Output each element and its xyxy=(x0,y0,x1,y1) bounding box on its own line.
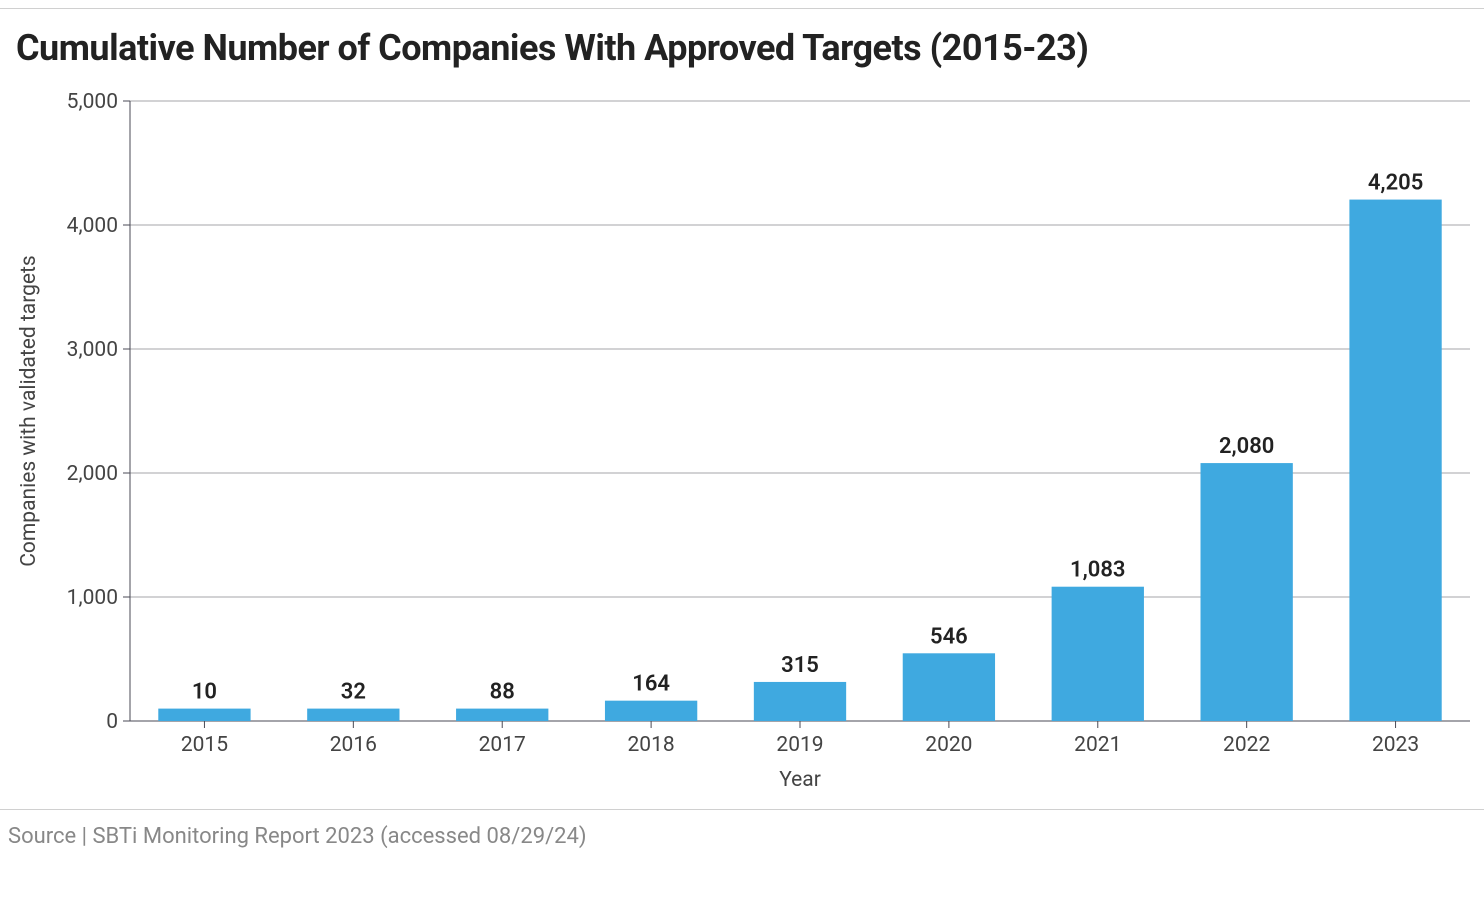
y-tick-label: 0 xyxy=(106,710,118,734)
chart-plot-wrap: 0 1,000 2,000 3,000 4,000 5,000 10 2015 32 2016 88… xyxy=(0,81,1484,801)
x-tick-label: 2020 xyxy=(925,733,972,757)
bar-value-label: 546 xyxy=(930,624,968,649)
x-tick-label: 2015 xyxy=(181,733,228,757)
x-tick-label: 2022 xyxy=(1223,733,1270,757)
bar xyxy=(754,682,846,721)
bar xyxy=(158,709,250,721)
x-tick-label: 2019 xyxy=(776,733,823,757)
x-axis-title: Year xyxy=(779,768,821,792)
bar xyxy=(456,709,548,721)
bar-value-label: 315 xyxy=(781,653,819,678)
bar xyxy=(1349,200,1441,721)
bar xyxy=(307,709,399,721)
x-tick-label: 2021 xyxy=(1074,733,1121,757)
y-tick-label: 4,000 xyxy=(67,214,118,238)
y-tick-label: 3,000 xyxy=(67,338,118,362)
bar-value-label: 1,083 xyxy=(1070,558,1125,583)
bar xyxy=(903,653,995,721)
x-tick-label: 2016 xyxy=(330,733,377,757)
source-text: Source | SBTi Monitoring Report 2023 (ac… xyxy=(0,810,1484,849)
bar-value-label: 10 xyxy=(192,680,217,705)
bar-value-label: 2,080 xyxy=(1219,434,1274,459)
y-tick-label: 1,000 xyxy=(67,586,118,610)
bar-value-label: 164 xyxy=(632,672,670,697)
bar xyxy=(1052,587,1144,721)
bar-value-label: 88 xyxy=(490,680,515,705)
bar xyxy=(1201,463,1293,721)
bar-value-label: 32 xyxy=(341,680,366,705)
x-tick-label: 2023 xyxy=(1372,733,1419,757)
bar xyxy=(605,701,697,721)
bar-chart-svg: 0 1,000 2,000 3,000 4,000 5,000 10 2015 32 2016 88… xyxy=(0,81,1484,801)
chart-container: Cumulative Number of Companies With Appr… xyxy=(0,8,1484,921)
y-axis-title: Companies with validated targets xyxy=(17,255,41,567)
y-tick-label: 5,000 xyxy=(67,90,118,114)
chart-title: Cumulative Number of Companies With Appr… xyxy=(0,9,1484,81)
x-tick-label: 2018 xyxy=(628,733,675,757)
x-tick-label: 2017 xyxy=(479,733,526,757)
bar-value-label: 4,205 xyxy=(1368,171,1423,196)
y-tick-label: 2,000 xyxy=(67,462,118,486)
